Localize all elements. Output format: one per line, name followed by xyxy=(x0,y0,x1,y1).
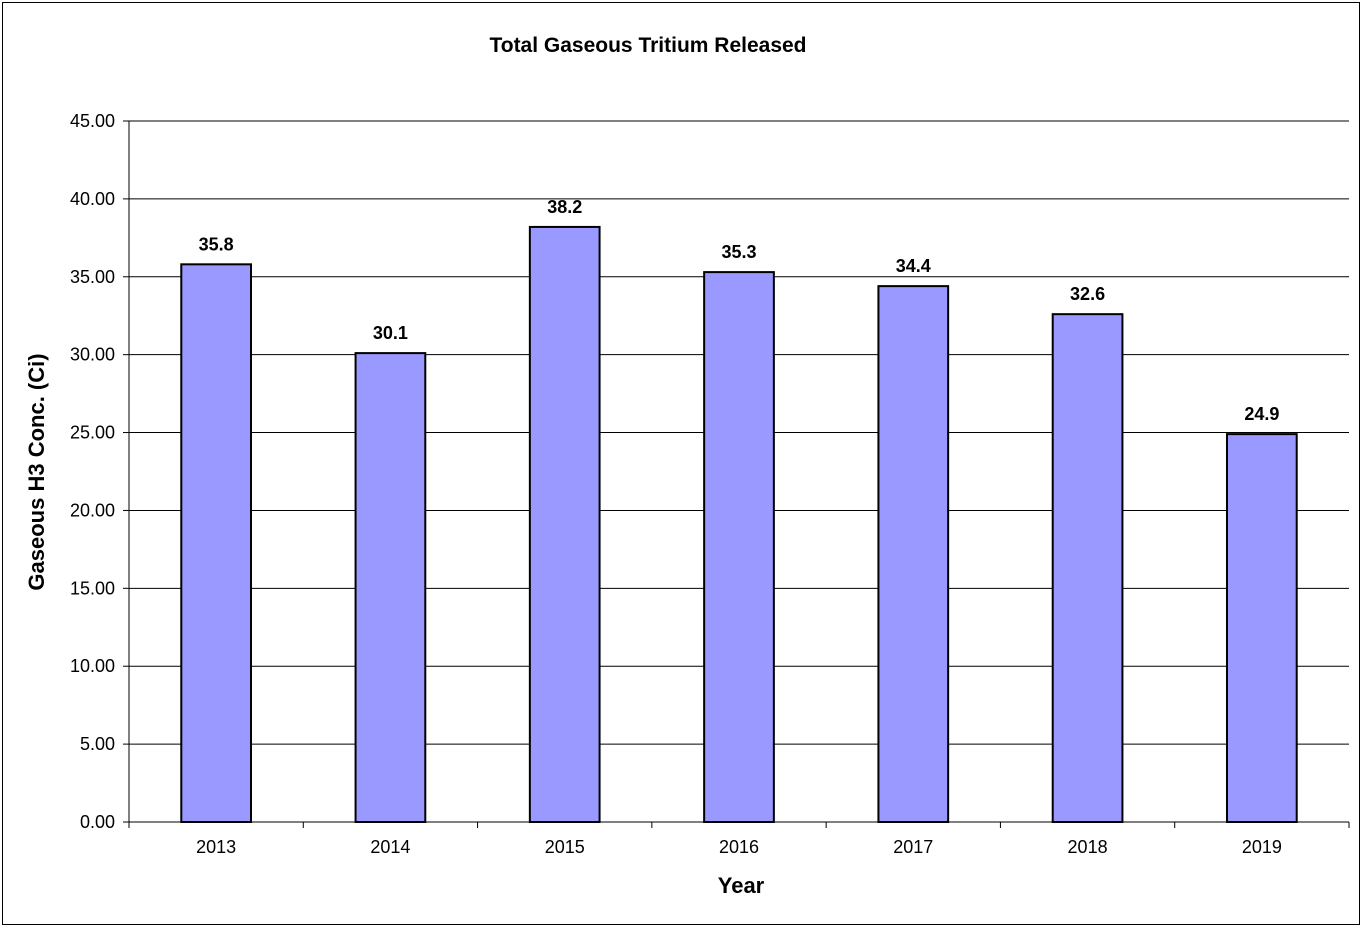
data-labels: 35.8 30.1 38.2 35.3 34.4 32.6 24.9 xyxy=(199,197,1280,424)
bar-2018 xyxy=(1051,313,1124,823)
x-tick-labels: 2013 2014 2015 2016 2017 2018 2019 xyxy=(196,837,1282,857)
y-tick-labels: 0.00 5.00 10.00 15.00 20.00 25.00 30.00 35.00 40… xyxy=(70,111,115,832)
y-tick-label: 35.00 xyxy=(70,267,115,287)
x-tick-label: 2015 xyxy=(545,837,585,857)
bar-2014 xyxy=(354,352,427,823)
y-tick-label: 10.00 xyxy=(70,656,115,676)
bar-2013 xyxy=(180,263,253,823)
y-axis-title: Gaseous H3 Conc. (Ci) xyxy=(24,353,49,590)
data-label: 35.8 xyxy=(199,234,234,254)
y-tick-label: 30.00 xyxy=(70,345,115,365)
y-tick-label: 45.00 xyxy=(70,111,115,131)
x-tick-label: 2016 xyxy=(719,837,759,857)
data-label: 35.3 xyxy=(721,242,756,262)
bar-2015 xyxy=(528,225,601,823)
y-tick-label: 40.00 xyxy=(70,189,115,209)
bar-2016 xyxy=(703,271,775,823)
y-tick-label: 20.00 xyxy=(70,500,115,520)
data-label: 24.9 xyxy=(1244,404,1279,424)
bar-2017 xyxy=(877,285,950,823)
data-label: 34.4 xyxy=(896,256,931,276)
x-tick-label: 2018 xyxy=(1068,837,1108,857)
x-tick-label: 2013 xyxy=(196,837,236,857)
y-tick-label: 15.00 xyxy=(70,578,115,598)
data-label: 38.2 xyxy=(547,197,582,217)
chart-title: Total Gaseous Tritium Released xyxy=(489,34,806,57)
x-tick-label: 2017 xyxy=(893,837,933,857)
y-tick-label: 25.00 xyxy=(70,423,115,443)
axes xyxy=(123,120,1350,828)
data-label: 32.6 xyxy=(1070,284,1105,304)
data-label: 30.1 xyxy=(373,323,408,343)
bar-2019 xyxy=(1226,433,1298,823)
bars-group xyxy=(180,225,1298,823)
x-tick-label: 2019 xyxy=(1242,837,1282,857)
y-tick-label: 0.00 xyxy=(80,812,115,832)
y-tick-label: 5.00 xyxy=(80,734,115,754)
x-axis-title: Year xyxy=(718,873,765,898)
x-tick-label: 2014 xyxy=(370,837,410,857)
